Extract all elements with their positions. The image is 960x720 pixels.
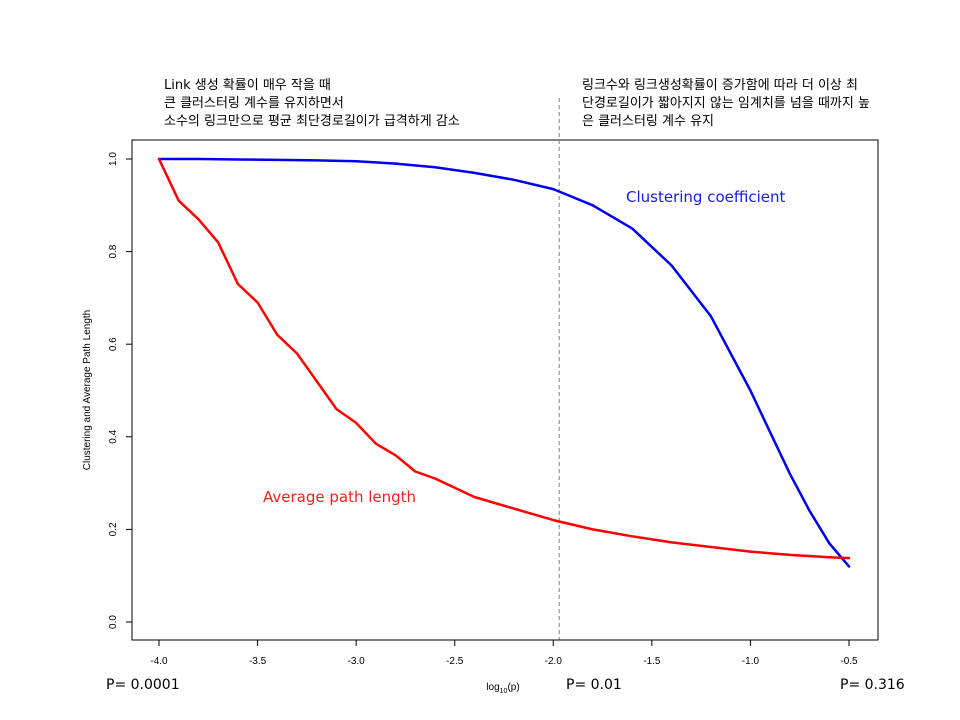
x-tick-label: -0.5: [840, 656, 858, 667]
series-layer: [157, 157, 851, 568]
y-axis-label: Clustering and Average Path Length: [82, 310, 93, 471]
y-tick-label: 0.6: [108, 337, 119, 351]
left-annotation-line-1: Link 생성 확률이 매우 작을 때: [164, 78, 331, 93]
p-label-max: P= 0.316: [840, 677, 905, 693]
x-tick-label: -1.0: [742, 656, 760, 667]
x-tick-label: -3.0: [348, 656, 366, 667]
y-tick-label: 0.4: [108, 429, 119, 443]
left-annotation-line-3: 소수의 링크만으로 평균 최단경로길이가 급격하게 감소: [164, 114, 460, 129]
y-tick-label: 0.0: [108, 615, 119, 629]
right-annotation: 링크수와 링크생성확률이 증가함에 따라 더 이상 최 단경로길이가 짧아지지 …: [582, 77, 870, 131]
p-label-mid: P= 0.01: [566, 677, 622, 693]
series-label-path-length: Average path length: [263, 488, 416, 506]
left-annotation-line-2: 큰 클러스터링 계수를 유지하면서: [164, 96, 344, 111]
average-path-length-line: [157, 157, 851, 560]
y-tick-label: 0.8: [108, 244, 119, 258]
x-tick-label: -4.0: [150, 656, 168, 667]
y-tick-label: 0.2: [108, 522, 119, 536]
p-label-min: P= 0.0001: [106, 677, 180, 693]
series-label-clustering: Clustering coefficient: [626, 188, 786, 206]
y-axis: 0.0 0.2 0.4 0.6 0.8 1.0: [108, 152, 133, 629]
x-tick-label: -3.5: [249, 656, 267, 667]
x-tick-label: -2.0: [545, 656, 563, 667]
left-annotation: Link 생성 확률이 매우 작을 때 큰 클러스터링 계수를 유지하면서 소수…: [164, 77, 460, 131]
y-tick-label: 1.0: [108, 152, 119, 166]
clustering-coefficient-line: [157, 157, 851, 568]
right-annotation-line-1: 링크수와 링크생성확률이 증가함에 따라 더 이상 최: [582, 78, 858, 93]
right-annotation-line-2: 단경로길이가 짧아지지 않는 임계치를 넘을 때까지 높: [582, 96, 870, 111]
x-tick-label: -1.5: [643, 656, 661, 667]
right-annotation-line-3: 은 클러스터링 계수 유지: [582, 114, 714, 129]
x-tick-label: -2.5: [446, 656, 464, 667]
plot-frame: [131, 139, 879, 641]
x-axis-label: log10(p): [486, 682, 519, 695]
x-axis: -4.0 -3.5 -3.0 -2.5 -2.0 -1.5 -1.0 -0.5: [150, 639, 858, 667]
